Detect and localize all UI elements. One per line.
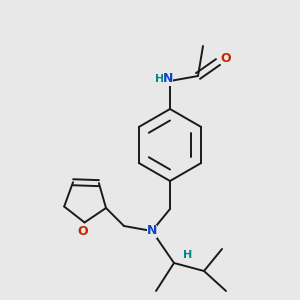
Text: O: O [221,52,231,65]
Text: H: H [155,74,165,84]
Text: H: H [183,250,193,260]
Text: O: O [77,225,88,238]
Text: N: N [147,224,157,238]
Text: N: N [163,73,173,85]
